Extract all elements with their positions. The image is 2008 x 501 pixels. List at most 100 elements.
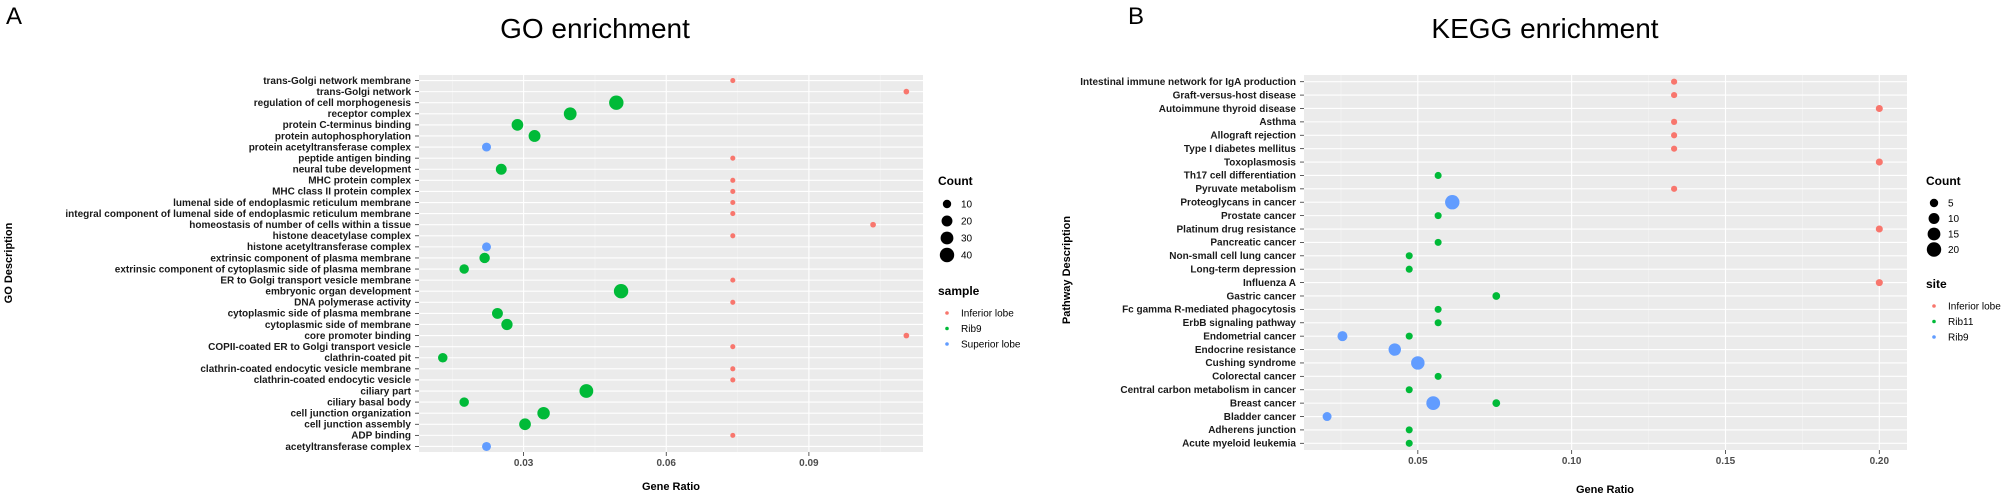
go-size-legend-label-30: 30 (961, 234, 973, 245)
kegg-ylabel-prostate-cancer: Prostate cancer (1221, 211, 1296, 222)
go-size-legend-key-40 (939, 247, 955, 263)
kegg-size-legend-label-15: 15 (1948, 230, 1960, 241)
kegg-point-breast-cancer-rib11 (1492, 399, 1501, 408)
kegg-size-legend-key-20 (1926, 242, 1942, 257)
kegg-point-proteoglycans-in-cancer-rib9 (1445, 195, 1460, 210)
go-color-legend-key-superior-lobe (945, 342, 949, 346)
go-point-regulation-of-cell-morphogenesis-rib9 (609, 95, 624, 110)
kegg-point-endometrial-cancer-rib9 (1337, 331, 1348, 342)
go-size-legend-title: Count (938, 174, 973, 188)
kegg-point-graft-versus-host-disease-inferior-lobe (1671, 91, 1678, 99)
go-size-legend-items: 10 20 30 40 (939, 199, 973, 263)
kegg-point-adherens-junction-rib11 (1405, 426, 1413, 434)
go-size-legend-key-10 (942, 199, 952, 209)
kegg-ylabel-fc-gamma-r-mediated-phagocytosis: Fc gamma R-mediated phagocytosis (1122, 305, 1296, 316)
go-point-trans-golgi-network-inferior-lobe (903, 88, 910, 95)
panel-label-b: B (1128, 3, 1144, 30)
go-point-homeostasis-of-number-of-cells-within-a-tissue-inferior-lobe (870, 221, 876, 228)
go-ylabel-ciliary-basal-body: ciliary basal body (327, 397, 411, 408)
kegg-ylabel-proteoglycans-in-cancer: Proteoglycans in cancer (1180, 198, 1296, 209)
go-point-ciliary-part-rib9 (579, 384, 594, 398)
kegg-point-central-carbon-metabolism-in-cancer-rib11 (1405, 386, 1413, 394)
go-point-integral-component-of-lumenal-side-of-endoplasmic-reticulum-membrane-inferior-lobe (730, 211, 736, 217)
kegg-point-autoimmune-thyroid-disease-inferior-lobe (1875, 104, 1883, 113)
kegg-ylabel-th17-cell-differentiation: Th17 cell differentiation (1184, 171, 1296, 182)
kegg-point-prostate-cancer-rib11 (1434, 212, 1442, 220)
kegg-ylabel-colorectal-cancer: Colorectal cancer (1212, 372, 1296, 383)
kegg-ylabel-gastric-cancer: Gastric cancer (1227, 291, 1297, 302)
go-ylabel-cell-junction-organization: cell junction organization (290, 408, 411, 419)
go-xtick-label-0-06: 0.06 (657, 458, 677, 469)
go-point-protein-acetyltransferase-complex-superior-lobe (482, 142, 492, 152)
kegg-y-axis-labels: Intestinal immune network for IgA produc… (1080, 77, 1304, 450)
kegg-point-non-small-cell-lung-cancer-rib11 (1405, 252, 1413, 260)
go-ylabel-mhc-class-ii-protein-complex: MHC class II protein complex (272, 187, 411, 198)
go-point-cytoplasmic-side-of-membrane-rib9 (501, 318, 513, 331)
kegg-xtick-label-0-10: 0.10 (1562, 456, 1582, 467)
go-plot-background (419, 75, 923, 452)
panel-label-a: A (6, 3, 22, 30)
go-point-core-promoter-binding-inferior-lobe (903, 332, 910, 339)
kegg-ylabel-toxoplasmosis: Toxoplasmosis (1224, 157, 1296, 168)
go-xtick-label-0-03: 0.03 (514, 458, 534, 469)
kegg-point-gastric-cancer-rib11 (1492, 292, 1501, 300)
kegg-ylabel-acute-myeloid-leukemia: Acute myeloid leukemia (1182, 439, 1296, 450)
kegg-ylabel-influenza-a: Influenza A (1243, 278, 1296, 289)
go-ylabel-integral-component-of-lumenal-side-of-endoplasmic-reticulum-membrane: integral component of lumenal side of en… (65, 209, 411, 220)
go-color-legend-items: Inferior lobe Rib9 Superior lobe (945, 309, 1021, 351)
kegg-point-fc-gamma-r-mediated-phagocytosis-rib11 (1434, 305, 1442, 313)
kegg-points (1322, 78, 1883, 447)
kegg-ylabel-endometrial-cancer: Endometrial cancer (1203, 331, 1296, 342)
go-ylabel-protein-acetyltransferase-complex: protein acetyltransferase complex (249, 142, 412, 153)
go-xtick-label-0-09: 0.09 (799, 458, 819, 469)
kegg-chart-title: KEGG enrichment (1431, 13, 1658, 44)
kegg-point-cushing-syndrome-rib9 (1411, 356, 1425, 370)
go-ylabel-clathrin-coated-endocytic-vesicle: clathrin-coated endocytic vesicle (254, 375, 412, 386)
go-ylabel-histone-deacetylase-complex: histone deacetylase complex (273, 231, 412, 242)
go-x-axis-title: Gene Ratio (642, 481, 700, 493)
kegg-ylabel-asthma: Asthma (1259, 117, 1296, 128)
kegg-gridlines (1304, 75, 1907, 450)
go-ylabel-receptor-complex: receptor complex (328, 109, 412, 120)
go-ylabel-adp-binding: ADP binding (351, 431, 411, 442)
go-point-extrinsic-component-of-cytoplasmic-side-of-plasma-membrane-rib9 (459, 264, 469, 274)
go-color-legend-title: sample (938, 284, 980, 298)
go-point-adp-binding-inferior-lobe (730, 432, 736, 438)
go-point-trans-golgi-network-membrane-inferior-lobe (730, 78, 736, 84)
go-ylabel-neural-tube-development: neural tube development (293, 165, 412, 176)
go-point-acetyltransferase-complex-superior-lobe (482, 441, 492, 451)
go-color-legend-key-inferior-lobe (945, 311, 949, 315)
go-ylabel-extrinsic-component-of-cytoplasmic-side-of-plasma-membrane: extrinsic component of cytoplasmic side … (115, 264, 412, 275)
kegg-point-toxoplasmosis-inferior-lobe (1875, 158, 1883, 166)
kegg-color-legend-label-rib9: Rib9 (1948, 333, 1969, 344)
go-ylabel-histone-acetyltransferase-complex: histone acetyltransferase complex (247, 242, 411, 253)
kegg-size-legend-label-20: 20 (1948, 245, 1960, 256)
kegg-size-legend-key-5 (1929, 198, 1939, 208)
go-ylabel-trans-golgi-network-membrane: trans-Golgi network membrane (263, 76, 411, 87)
kegg-ylabel-intestinal-immune-network-for-iga-production: Intestinal immune network for IgA produc… (1080, 77, 1296, 88)
go-ylabel-clathrin-coated-endocytic-vesicle-membrane: clathrin-coated endocytic vesicle membra… (200, 364, 411, 375)
kegg-ylabel-long-term-depression: Long-term depression (1190, 264, 1296, 275)
go-point-clathrin-coated-endocytic-vesicle-membrane-inferior-lobe (730, 366, 736, 372)
go-point-mhc-protein-complex-inferior-lobe (730, 177, 736, 183)
kegg-point-endometrial-cancer-rib11 (1405, 332, 1413, 340)
kegg-size-legend-label-10: 10 (1948, 214, 1960, 225)
kegg-point-bladder-cancer-rib9 (1322, 412, 1332, 422)
kegg-plot-background (1304, 75, 1907, 450)
go-size-legend-label-20: 20 (961, 217, 973, 228)
go-point-cell-junction-organization-rib9 (537, 406, 550, 420)
go-gridlines (419, 75, 923, 452)
go-point-dna-polymerase-activity-inferior-lobe (730, 299, 736, 305)
go-point-embryonic-organ-development-rib9 (613, 284, 629, 299)
kegg-color-legend-label-inferior-lobe: Inferior lobe (1948, 302, 2001, 313)
kegg-ylabel-pyruvate-metabolism: Pyruvate metabolism (1195, 184, 1296, 195)
go-size-legend-label-40: 40 (961, 251, 973, 262)
kegg-point-platinum-drug-resistance-inferior-lobe (1875, 225, 1883, 233)
go-point-clathrin-coated-endocytic-vesicle-inferior-lobe (730, 377, 736, 383)
go-ylabel-copii-coated-er-to-golgi-transport-vesicle: COPII-coated ER to Golgi transport vesic… (208, 342, 411, 353)
go-point-ciliary-basal-body-rib9 (459, 397, 469, 407)
go-point-histone-deacetylase-complex-inferior-lobe (730, 233, 736, 239)
go-color-legend-label-inferior-lobe: Inferior lobe (961, 309, 1014, 320)
go-point-clathrin-coated-pit-rib9 (438, 353, 448, 363)
kegg-ylabel-erbb-signaling-pathway: ErbB signaling pathway (1183, 318, 1297, 329)
